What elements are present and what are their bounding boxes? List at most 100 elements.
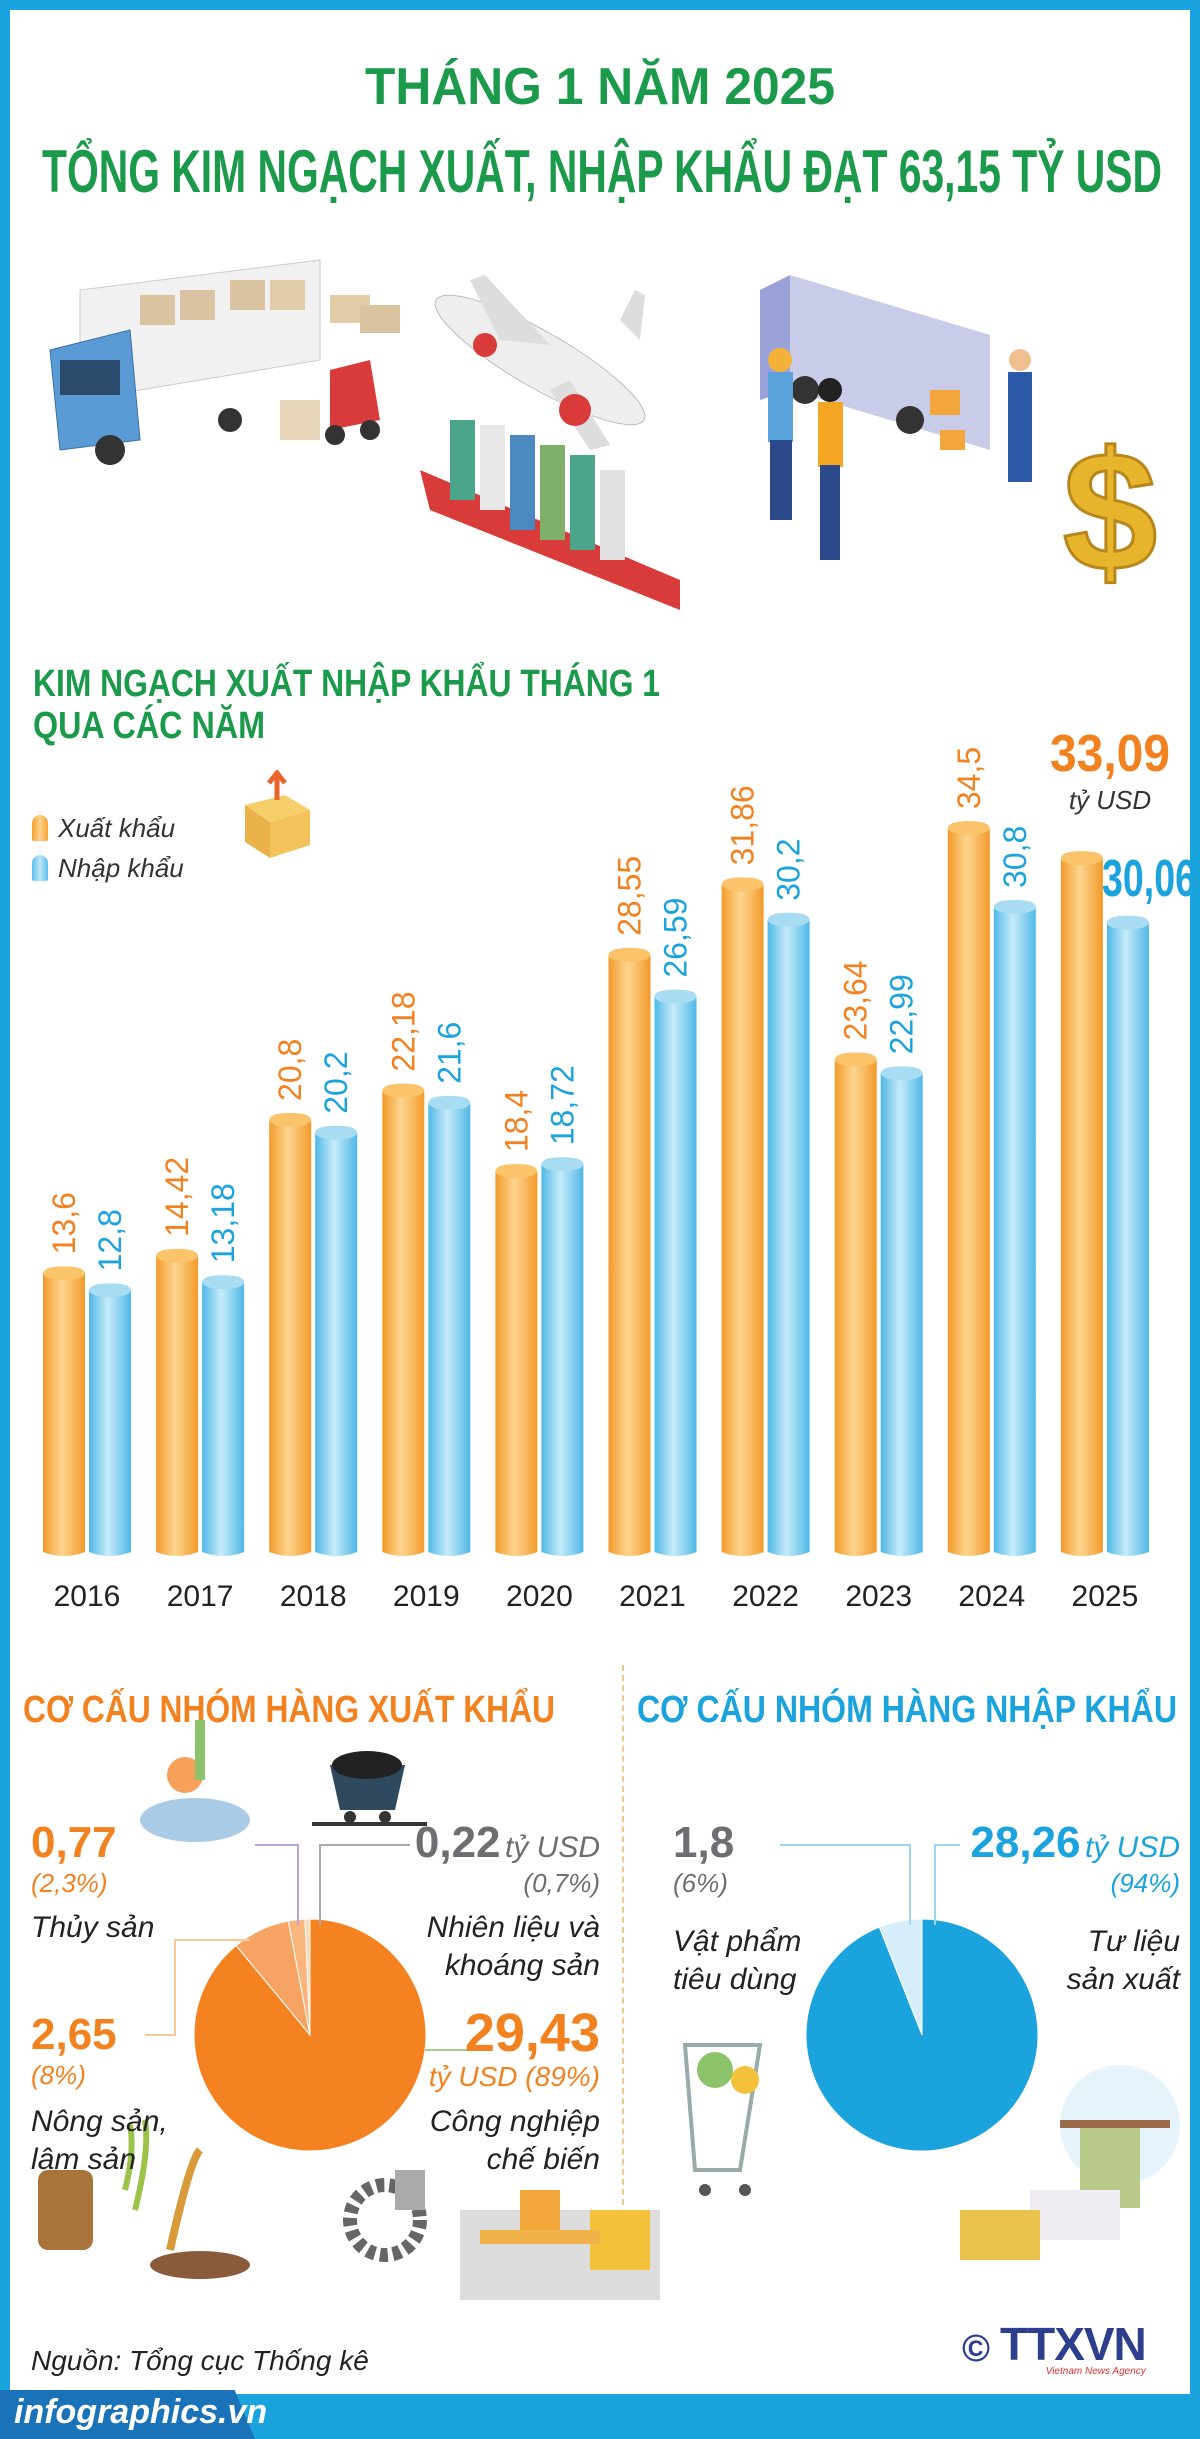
fuel-name-2: khoáng sản [444,1949,600,1982]
import-bar-2022 [767,912,810,1556]
pie-slice-1 [805,1918,1039,2152]
production-name-2: sản xuất [1066,1963,1180,1996]
import-bar-2019 [428,1095,471,1556]
export-bar-2016 [43,1266,85,1556]
fishery-pct: (2,3%) [31,1868,108,1898]
production-unit: tỷ USD [1084,1831,1180,1864]
bar-cap [834,1052,877,1067]
production-name-1: Tư liệu [1087,1925,1180,1958]
logo-text: TTXVN [1000,2318,1147,2370]
forklift-icon [280,360,380,445]
bar-cap [721,877,764,892]
shopping-cart-icon [682,2043,763,2196]
delivery-van-icon [760,275,990,450]
airplane-icon [434,275,646,450]
legend-swatch-import [32,855,48,881]
export-bar-2020 [495,1164,538,1556]
fuel-pct: (0,7%) [523,1868,600,1898]
consumer-value: 1,8 [673,1818,735,1867]
bar-cap [315,1125,358,1140]
bar-cap [269,1112,312,1127]
legend-swatch-export [32,815,48,841]
export-value-label-2016: 13,6 [46,1192,82,1254]
year-label-2021: 2021 [619,1580,686,1613]
export-bar-2025 [1060,851,1103,1556]
agri-value: 2,65 [31,2010,117,2059]
industry-name-2: chế biến [486,2143,600,2176]
section-divider [622,1665,624,2205]
export-bar-2018 [269,1112,312,1556]
bar-cap [1060,851,1103,866]
bar-cap [541,1157,584,1172]
import-bar-2024 [993,899,1036,1556]
bar-cap [495,1164,538,1179]
agri-pct: (8%) [31,2060,86,2090]
year-label-2016: 2016 [54,1580,121,1613]
site-link[interactable]: infographics.vn [14,2393,268,2431]
year-label-2017: 2017 [167,1580,234,1613]
import-value-label-2022: 30,2 [771,838,807,900]
pie-slice-3 [193,1918,427,2152]
structure-headings: CƠ CẤU NHÓM HÀNG XUẤT KHẨU CƠ CẤU NHÓM H… [23,1686,1177,1731]
legend-label-import: Nhập khẩu [58,852,184,883]
export-bar-2021 [608,947,651,1556]
import-bar-2021 [654,989,697,1556]
export-value-label-2024: 34,5 [951,747,987,809]
export-bar-2017 [156,1248,199,1556]
fuel-value: 0,22 [414,1818,501,1867]
import-bar-2016 [89,1283,131,1556]
export-value-label-2020: 18,4 [498,1090,534,1152]
truck-icon [49,259,321,465]
export-structure-heading: CƠ CẤU NHÓM HÀNG XUẤT KHẨU [23,1686,555,1731]
fishery-name: Thủy sản [31,1911,155,1944]
bar-cap [654,989,697,1004]
factory-icon [460,2190,660,2300]
import-bar-2023 [880,1066,923,1556]
export-bar-2022 [721,877,764,1556]
consumer-name-2: tiêu dùng [673,1963,797,1996]
fuel-name-1: Nhiên liệu và [426,1911,600,1944]
ttxvn-logo: © TTXVN Vietnam News Agency [962,2318,1147,2377]
source-note: Nguồn: Tổng cục Thống kê [31,2345,369,2376]
export-value-label-2021: 28,55 [612,856,648,936]
box-icon [245,770,310,858]
highlight-import-value: 30,06 [1102,850,1196,908]
industry-unit-pct: tỷ USD (89%) [428,2061,600,2092]
title-block: THÁNG 1 NĂM 2025 TỔNG KIM NGẠCH XUẤT, NH… [42,58,1162,205]
label-fishery: 0,77 (2,3%) Thủy sản [31,1818,154,1947]
year-label-2022: 2022 [732,1580,799,1613]
label-agriculture-forestry: 2,65 (8%) Nông sản, lâm sản [31,2010,168,2179]
dollar-icon: $ [1063,417,1158,607]
industry-value: 29,43 [464,2003,600,2063]
year-label-2023: 2023 [845,1580,912,1613]
seafood-icon [140,1720,250,1842]
bar-cap [382,1083,425,1098]
pie-charts [38,1720,1180,2300]
chart-title: KIM NGẠCH XUẤT NHẬP KHẨU THÁNG 1 QUA CÁC… [33,660,660,747]
fishery-value: 0,77 [31,1818,117,1867]
fuel-unit: tỷ USD [504,1831,600,1864]
copyright-symbol: © [962,2328,990,2370]
import-value-label-2023: 22,99 [884,974,920,1054]
chart-title-line-2: QUA CÁC NĂM [33,703,265,747]
export-pie [193,1918,427,2152]
bar-cap [993,899,1036,914]
import-value-label-2024: 30,8 [997,826,1033,888]
import-value-label-2020: 18,72 [544,1065,580,1145]
consumer-pct: (6%) [673,1868,728,1898]
export-bar-2019 [382,1083,425,1556]
export-value-label-2019: 22,18 [385,991,421,1071]
year-label-2025: 2025 [1072,1580,1139,1613]
year-label-2018: 2018 [280,1580,347,1613]
highlight-export-value: 33,09 [1050,725,1170,783]
export-value-label-2022: 31,86 [725,785,761,865]
chart-title-line-1: KIM NGẠCH XUẤT NHẬP KHẨU THÁNG 1 [33,660,660,705]
agri-name-2: lâm sản [31,2143,137,2176]
export-bar-2023 [834,1052,877,1556]
logo-subtitle: Vietnam News Agency [1045,2366,1146,2377]
cargo-ship-icon [420,420,680,610]
textile-machine-icon [960,2065,1180,2260]
bar-chart: 13,6 12,8 2016 14,42 13,18 2017 20,8 20,2 2018 22… [43,747,1149,1613]
legend-label-export: Xuất khẩu [58,812,176,843]
label-production-means: 28,26 tỷ USD (94%) Tư liệu sản xuất [930,1818,1180,1999]
